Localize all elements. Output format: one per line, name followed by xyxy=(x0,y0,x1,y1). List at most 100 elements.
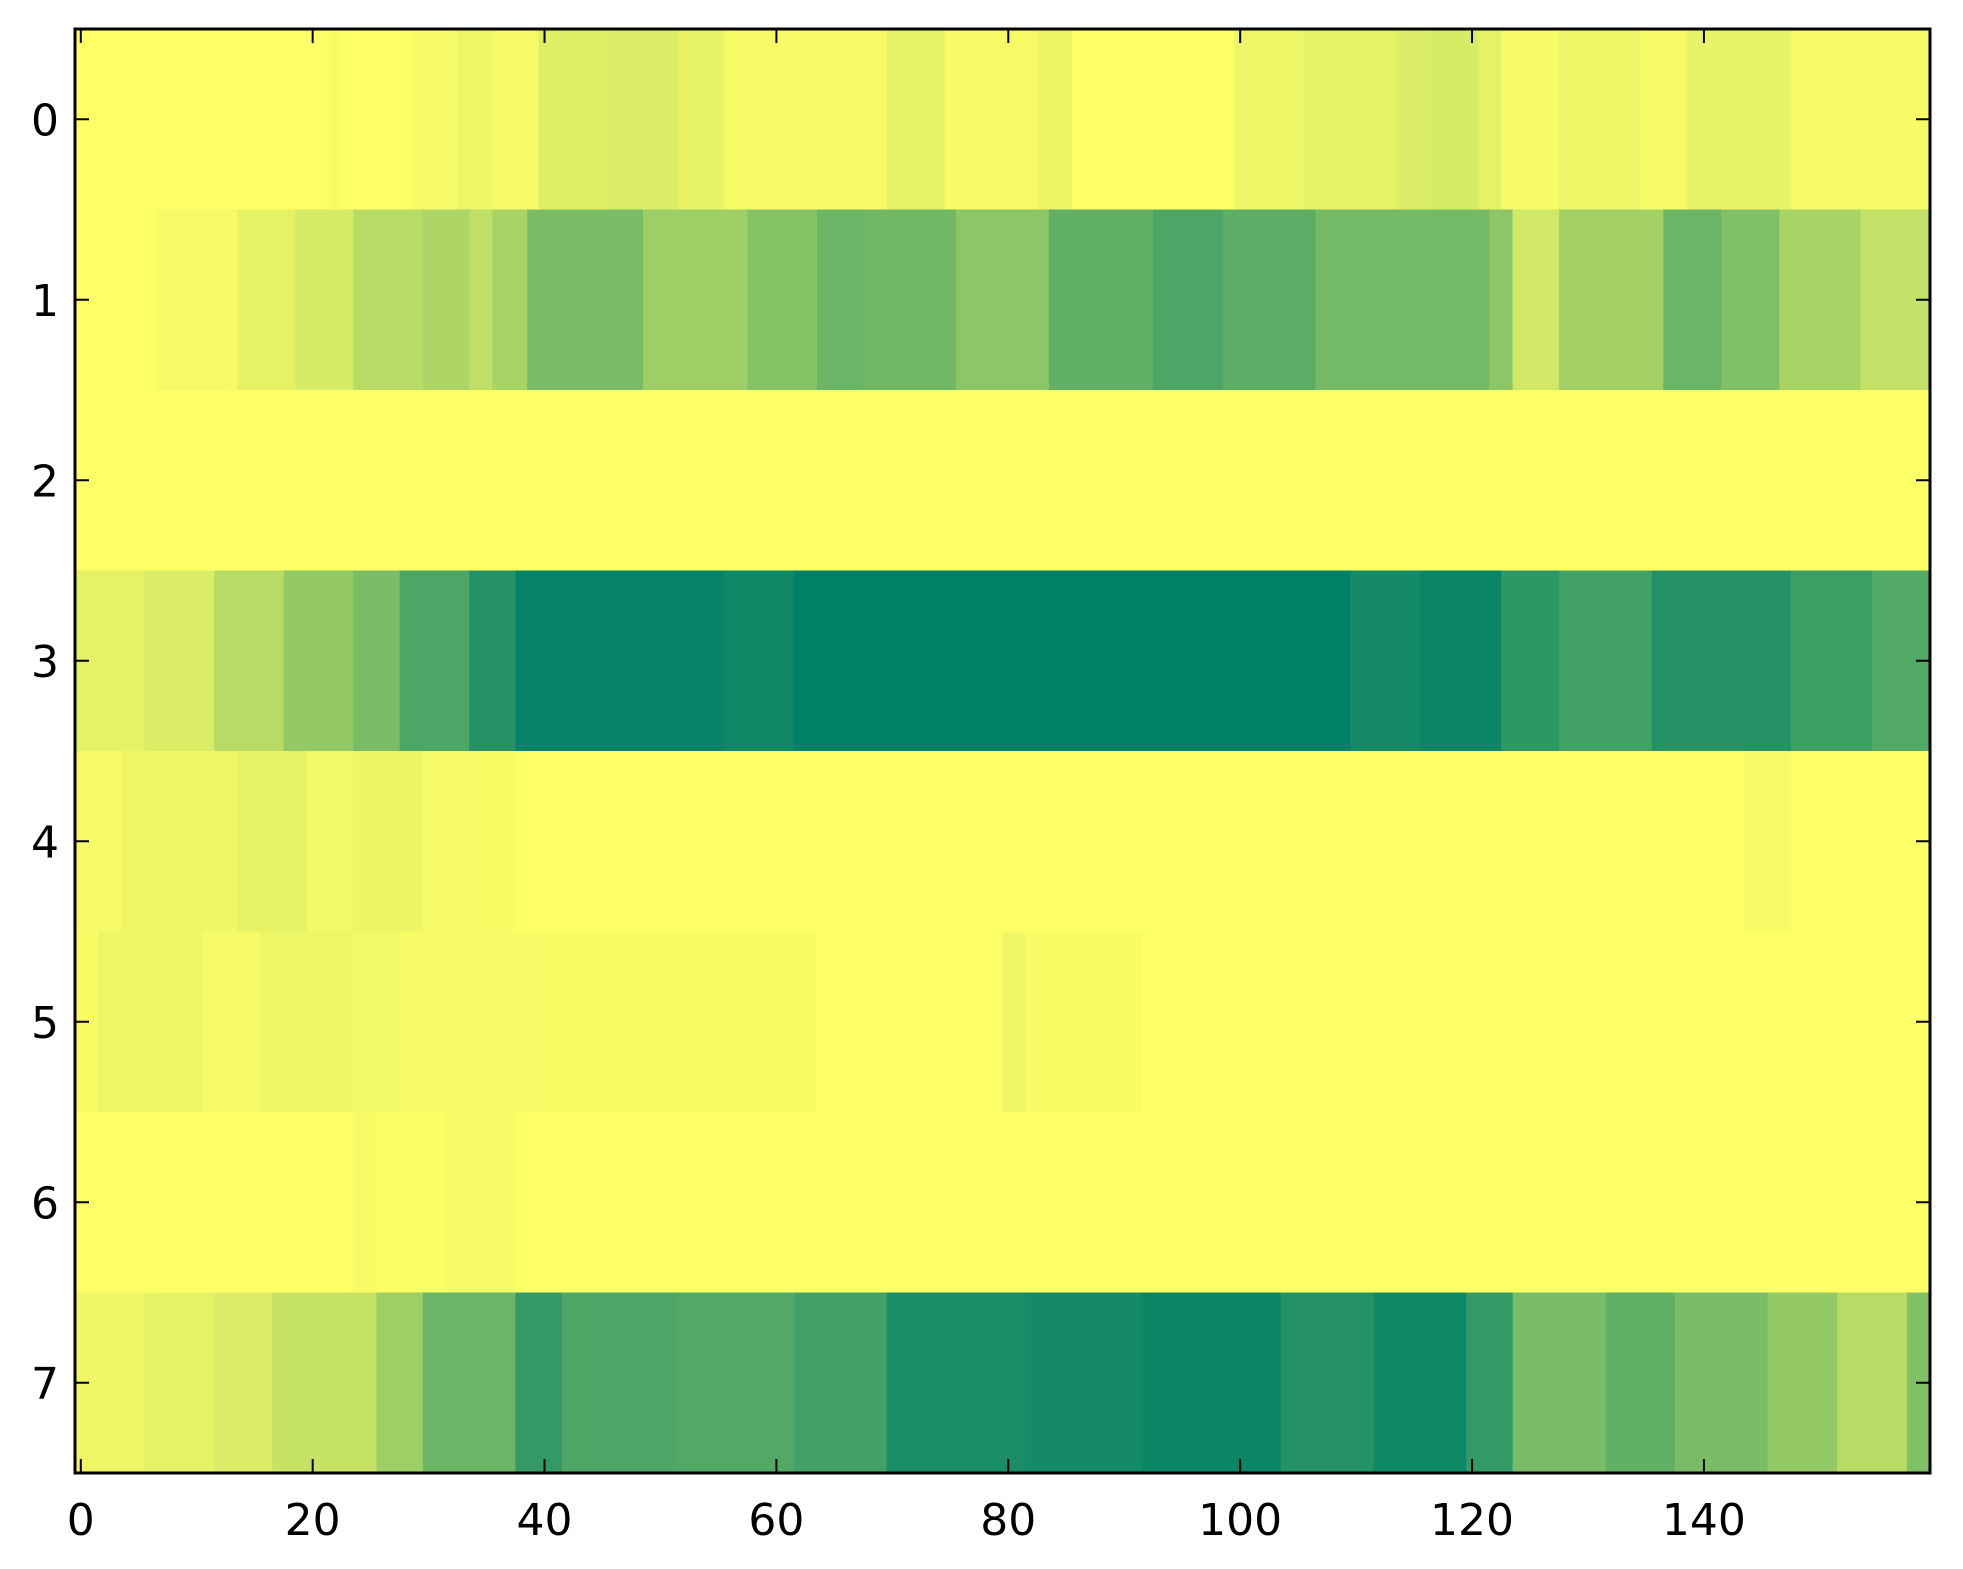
x-tick-label: 100 xyxy=(1198,1495,1282,1546)
heatmap-cell xyxy=(1663,209,1722,391)
heatmap-cell xyxy=(1790,29,1931,211)
heatmap-cell xyxy=(1234,570,1351,752)
heatmap-cell xyxy=(1234,29,1305,211)
heatmap-cell xyxy=(515,1112,1931,1294)
heatmap-cell xyxy=(214,1292,273,1474)
y-tick-label: 2 xyxy=(31,456,59,507)
axis-ticks xyxy=(75,29,1930,1473)
heatmap-cell xyxy=(1790,570,1873,752)
heatmap-cell xyxy=(515,570,725,752)
plot-frame xyxy=(73,27,1932,1475)
heatmap-cell xyxy=(1153,209,1224,391)
heatmap-cell xyxy=(1037,29,1073,211)
heatmap-cell xyxy=(399,931,540,1113)
heatmap-cell xyxy=(817,931,1004,1113)
heatmap-cell xyxy=(1512,209,1560,391)
heatmap-cell xyxy=(202,931,262,1113)
heatmap-cell xyxy=(1790,751,1931,933)
heatmap-cell xyxy=(1559,29,1641,211)
x-tick-label: 60 xyxy=(748,1495,804,1546)
heatmap-cell xyxy=(724,29,888,211)
heatmap-cell xyxy=(469,751,517,933)
heatmap-cell xyxy=(886,1292,1027,1474)
heatmap-cell xyxy=(538,931,818,1113)
x-tick-label: 80 xyxy=(980,1495,1036,1546)
heatmap-cell xyxy=(1466,1292,1514,1474)
heatmap-cell xyxy=(1025,1292,1143,1474)
heatmap-cell xyxy=(886,29,946,211)
x-tick-label: 120 xyxy=(1430,1495,1514,1546)
heatmap-cell xyxy=(909,570,1235,752)
heatmap-cell xyxy=(793,570,911,752)
heatmap-cell xyxy=(144,570,215,752)
heatmap-cell xyxy=(492,209,528,391)
heatmap-cell xyxy=(492,29,540,211)
heatmap-cell xyxy=(1280,1292,1375,1474)
heatmap-cell xyxy=(724,570,795,752)
axis-tick-labels: 0 20 40 60 80 100 120 140 0 1 2 3 4 5 6 7 xyxy=(31,95,1746,1546)
heatmap-cell xyxy=(457,29,493,211)
heatmap-cell xyxy=(75,390,1931,572)
y-tick-label: 1 xyxy=(31,276,59,327)
heatmap-cell xyxy=(1744,751,1792,933)
heatmap-cell xyxy=(1025,931,1143,1113)
heatmap-cell xyxy=(422,209,470,391)
heatmap-cell xyxy=(515,1292,563,1474)
heatmap-cell xyxy=(411,29,459,211)
heatmap-cell xyxy=(341,29,412,211)
heatmap-cell xyxy=(1837,1292,1908,1474)
heatmap-cell xyxy=(1222,209,1317,391)
heatmap-cell xyxy=(1501,29,1560,211)
heatmap-cell xyxy=(515,751,1746,933)
heatmap-cell xyxy=(1489,209,1514,391)
x-tick-label: 20 xyxy=(285,1495,341,1546)
heatmap-cell xyxy=(538,29,609,211)
heatmap-cell xyxy=(353,751,424,933)
heatmap-cell xyxy=(527,209,644,391)
y-tick-label: 0 xyxy=(31,95,59,146)
heatmap-cell xyxy=(1048,209,1154,391)
heatmap-cell xyxy=(1721,209,1780,391)
heatmap-cell xyxy=(353,209,424,391)
heatmap-cell xyxy=(237,209,296,391)
x-tick-label: 0 xyxy=(67,1495,95,1546)
heatmap-cell xyxy=(75,29,331,211)
heatmap-cell xyxy=(399,570,470,752)
heatmap-cell xyxy=(561,1292,679,1474)
heatmap-cell xyxy=(1303,29,1398,211)
heatmap-cell xyxy=(283,570,354,752)
heatmap-cell xyxy=(1315,209,1491,391)
heatmap-cell xyxy=(1651,570,1792,752)
heatmap-cell xyxy=(469,209,493,391)
heatmap-cell xyxy=(1767,1292,1838,1474)
heatmap-cells xyxy=(75,29,1931,1474)
heatmap-cell xyxy=(295,209,354,391)
heatmap-cell xyxy=(793,1292,888,1474)
heatmap-cell xyxy=(353,570,401,752)
heatmap-cell xyxy=(747,209,818,391)
heatmap-cell xyxy=(956,209,1050,391)
y-tick-label: 7 xyxy=(31,1359,59,1410)
heatmap-cell xyxy=(446,1112,517,1294)
heatmap-cell xyxy=(1002,931,1027,1113)
heatmap-cell xyxy=(237,751,308,933)
heatmap-cell xyxy=(677,29,725,211)
heatmap-cell xyxy=(608,29,679,211)
heatmap-cell xyxy=(677,1292,795,1474)
heatmap-cell xyxy=(353,1112,378,1294)
heatmap-cell xyxy=(353,931,401,1113)
heatmap-cell xyxy=(376,1112,447,1294)
heatmap-cell xyxy=(1686,29,1792,211)
heatmap-cell xyxy=(272,1292,378,1474)
heatmap-cell xyxy=(306,751,354,933)
heatmap-cell xyxy=(817,209,864,391)
heatmap-cell xyxy=(1431,29,1479,211)
heatmap-cell xyxy=(1501,570,1560,752)
heatmap-cell xyxy=(1141,1292,1282,1474)
heatmap-cell xyxy=(1605,1292,1676,1474)
heatmap-cell xyxy=(469,570,517,752)
heatmap-cell xyxy=(75,1112,354,1294)
heatmap-cell xyxy=(1072,29,1235,211)
